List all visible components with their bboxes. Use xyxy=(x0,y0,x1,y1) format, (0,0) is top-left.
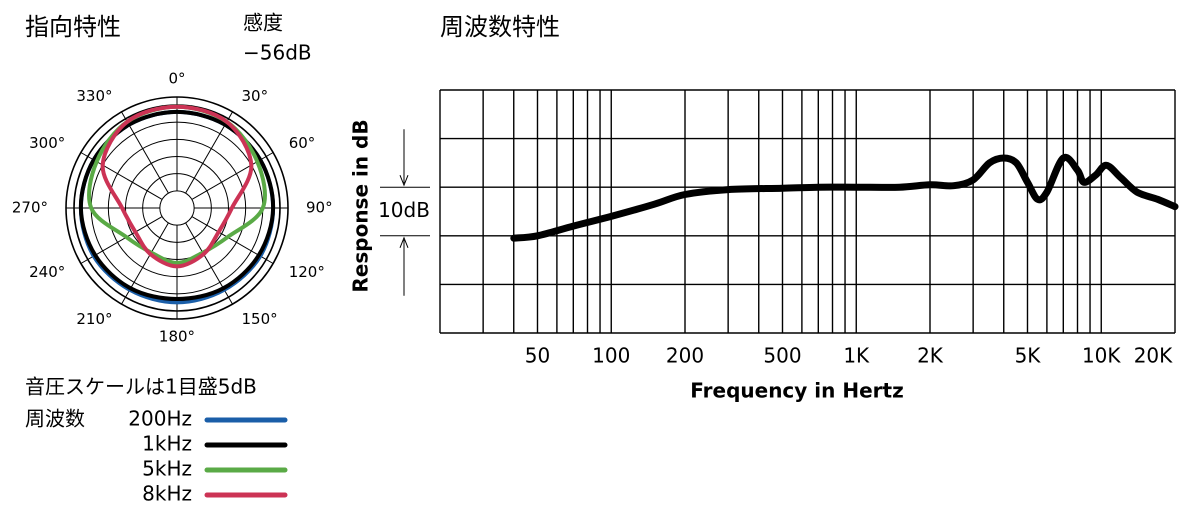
legend-label: 5kHz xyxy=(142,457,192,481)
sensitivity-label: 感度 xyxy=(243,11,283,35)
legend-label: 200Hz xyxy=(128,407,192,431)
legend-label: 8kHz xyxy=(142,482,192,506)
angle-label: 240° xyxy=(29,263,65,281)
angle-label: 300° xyxy=(29,134,65,152)
x-tick-label: 500 xyxy=(763,344,801,368)
sensitivity-value: −56dB xyxy=(243,41,312,65)
arrow-head xyxy=(399,175,409,187)
angle-label: 30° xyxy=(242,87,269,105)
scale-note: 音圧スケールは1目盛5dB xyxy=(25,375,257,399)
annotation: 10dB xyxy=(378,198,430,222)
angle-label: 90° xyxy=(306,199,333,217)
angle-label: 270° xyxy=(12,199,48,217)
angle-label: 210° xyxy=(76,310,112,328)
response-curve xyxy=(510,153,1179,242)
response-title: 周波数特性 xyxy=(440,13,560,41)
x-tick-label: 1K xyxy=(843,344,870,368)
legend-title: 周波数 xyxy=(25,407,85,431)
angle-label: 60° xyxy=(289,134,316,152)
x-tick-label: 2K xyxy=(917,344,944,368)
polar-curve xyxy=(100,104,254,269)
x-tick-label: 100 xyxy=(592,344,630,368)
angle-label: 330° xyxy=(76,87,112,105)
angle-label: 120° xyxy=(289,263,325,281)
angle-label: 180° xyxy=(159,328,195,346)
x-tick-label: 20K xyxy=(1134,344,1173,368)
polar-title: 指向特性 xyxy=(25,13,121,41)
polar-curve xyxy=(78,109,276,301)
legend-label: 1kHz xyxy=(142,432,192,456)
x-tick-label: 50 xyxy=(525,344,550,368)
x-axis-label: Frequency in Hertz xyxy=(690,379,903,403)
x-tick-label: 200 xyxy=(666,344,704,368)
x-tick-label: 10K xyxy=(1082,344,1121,368)
angle-label: 0° xyxy=(168,70,185,88)
ring xyxy=(159,190,195,226)
x-tick-label: 5K xyxy=(1015,344,1042,368)
y-axis-label: Response in dB xyxy=(349,119,373,292)
arrow-head xyxy=(399,236,409,248)
polar-curve xyxy=(87,104,267,265)
angle-label: 150° xyxy=(242,310,278,328)
